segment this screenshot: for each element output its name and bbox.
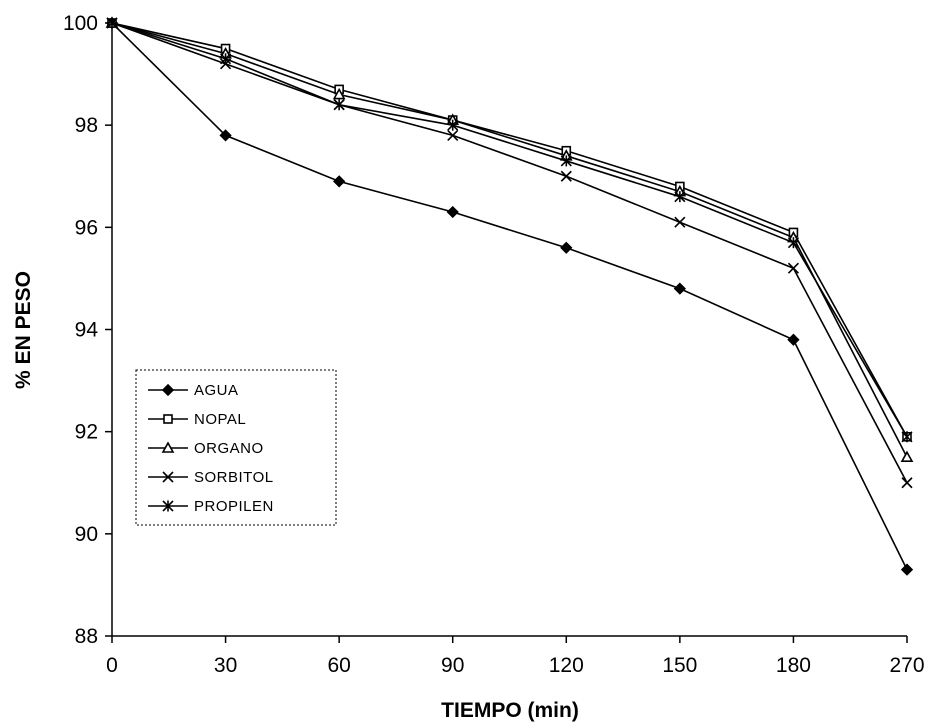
y-tick-label: 98 xyxy=(75,114,98,137)
data-point-sorbitol xyxy=(674,216,686,228)
y-tick-label: 88 xyxy=(75,625,98,648)
y-tick-label: 100 xyxy=(63,12,98,35)
x-cross-stroke xyxy=(787,262,799,274)
x-tick-label: 0 xyxy=(106,654,118,677)
series-line-nopal xyxy=(111,22,908,438)
x-cross-stroke xyxy=(901,477,913,489)
x-tick-label: 180 xyxy=(776,654,811,677)
data-point-sorbitol xyxy=(447,129,459,141)
x-tick-label: 120 xyxy=(549,654,584,677)
legend-marker-nopal xyxy=(163,414,173,424)
legend-marker-propilen xyxy=(162,500,174,512)
data-point-propilen xyxy=(447,119,459,131)
series-line-agua xyxy=(111,22,908,570)
legend-marker-organo xyxy=(161,441,175,453)
x-cross-stroke xyxy=(674,216,686,228)
x-tick-label: 150 xyxy=(662,654,697,677)
legend-entry-organo: ORGANO xyxy=(148,440,264,457)
data-point-sorbitol xyxy=(787,262,799,274)
legend-marker-sorbitol xyxy=(162,471,174,483)
legend-entry-nopal: NOPAL xyxy=(148,411,246,428)
data-point-agua xyxy=(333,175,346,188)
plot-area: 88 90 92 94 96 98 100 0 30 60 90 120 150 180 270 xyxy=(63,12,925,677)
series-layer xyxy=(105,16,914,576)
legend-entry-propilen: PROPILEN xyxy=(148,498,274,515)
data-point-agua xyxy=(787,333,800,346)
x-cross-stroke xyxy=(447,129,459,141)
data-point-agua xyxy=(673,282,686,295)
x-tick-label: 60 xyxy=(327,654,350,677)
data-point-sorbitol xyxy=(901,477,913,489)
legend-entry-sorbitol: SORBITOL xyxy=(148,469,274,486)
y-tick-label: 96 xyxy=(75,216,98,239)
series-line-organo xyxy=(111,22,908,458)
y-tick-label: 90 xyxy=(75,523,98,546)
y-tick-label: 94 xyxy=(75,319,99,342)
legend-label-sorbitol: SORBITOL xyxy=(194,469,274,486)
legend-entry-agua: AGUA xyxy=(148,382,239,399)
x-axis-title: TIEMPO (min) xyxy=(441,699,579,722)
x-tick-label: 30 xyxy=(214,654,237,677)
legend: AGUA NOPAL ORGANO SORBITOL PROPILEN xyxy=(135,369,337,526)
legend-label-nopal: NOPAL xyxy=(194,411,246,428)
data-point-organo xyxy=(900,450,914,463)
series-agua xyxy=(105,16,914,576)
series-propilen xyxy=(106,17,913,443)
series-line-propilen xyxy=(111,22,908,438)
data-point-propilen xyxy=(901,431,913,443)
x-tick-label: 270 xyxy=(889,654,924,677)
y-axis-title: % EN PESO xyxy=(12,271,35,389)
legend-label-propilen: PROPILEN xyxy=(194,498,274,515)
data-point-organo xyxy=(332,87,346,100)
data-point-agua xyxy=(219,129,232,142)
legend-label-agua: AGUA xyxy=(194,382,239,399)
x-tick-label: 90 xyxy=(441,654,464,677)
data-point-agua xyxy=(900,563,914,576)
legend-marker-agua xyxy=(161,383,175,397)
series-line-sorbitol xyxy=(111,22,908,484)
legend-label-organo: ORGANO xyxy=(194,440,264,457)
data-point-propilen xyxy=(333,99,345,111)
data-point-propilen xyxy=(674,191,686,203)
data-point-propilen xyxy=(787,237,799,249)
x-cross-stroke xyxy=(162,471,174,483)
data-point-propilen xyxy=(220,53,232,65)
data-point-propilen xyxy=(560,155,572,167)
data-point-agua xyxy=(560,241,573,254)
data-point-sorbitol xyxy=(560,170,572,182)
data-point-propilen xyxy=(106,17,118,29)
x-cross-stroke xyxy=(560,170,572,182)
y-tick-label: 92 xyxy=(75,421,98,444)
data-point-agua xyxy=(446,205,459,219)
